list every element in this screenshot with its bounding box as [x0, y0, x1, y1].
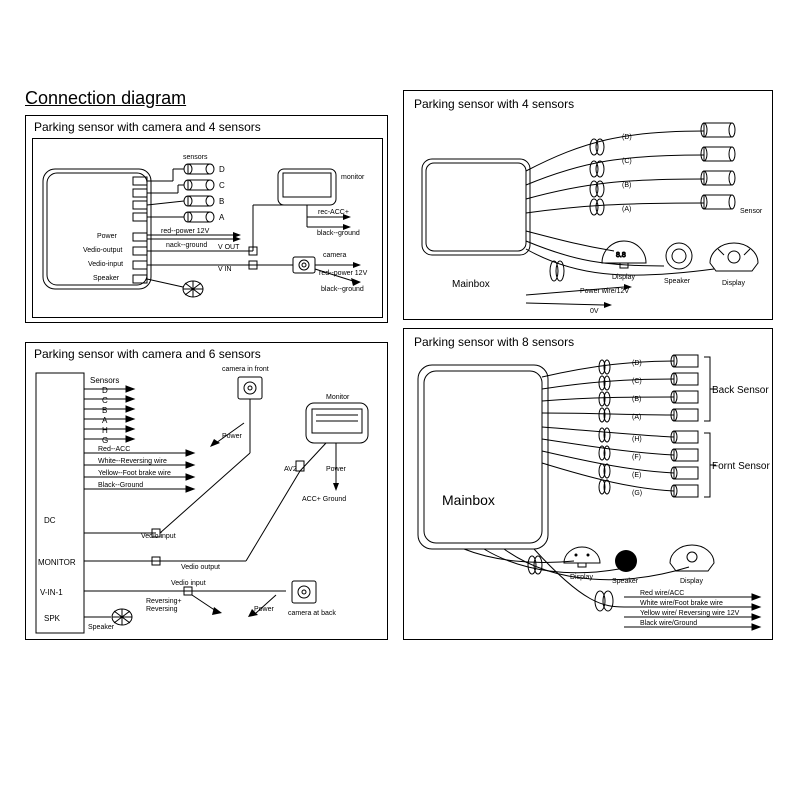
tl-port-power: Power — [97, 233, 118, 240]
tr-display2 — [710, 243, 758, 271]
svg-text:(F): (F) — [632, 454, 641, 461]
svg-text:Back Sensor: Back Sensor — [712, 385, 769, 396]
panel-bottom-left: Parking sensor with camera and 6 sensors… — [25, 342, 388, 640]
tl-sensor-b-lbl: B — [219, 197, 224, 206]
svg-text:Display: Display — [570, 574, 593, 581]
svg-text:camera at back: camera at back — [288, 610, 336, 617]
svg-text:C: C — [102, 396, 108, 405]
svg-text:Yellow--Foot brake wire: Yellow--Foot brake wire — [98, 470, 171, 477]
bl-monitor — [306, 403, 368, 443]
svg-text:camera in front: camera in front — [222, 366, 269, 373]
panel-top-left: Parking sensor with camera and 4 sensors — [25, 115, 388, 323]
svg-text:G: G — [102, 436, 108, 445]
svg-text:Red wire/ACC: Red wire/ACC — [640, 590, 684, 597]
tl-camera-label: camera — [323, 252, 346, 259]
svg-text:AV2: AV2 — [284, 466, 297, 473]
svg-text:MONITOR: MONITOR — [38, 558, 76, 567]
svg-text:Sensors: Sensors — [90, 376, 119, 385]
tl-camera — [293, 257, 315, 273]
tl-mon-w2: black--ground — [317, 230, 360, 237]
svg-text:SPK: SPK — [44, 614, 61, 623]
tl-sensor-b — [147, 196, 214, 206]
svg-text:Reversing+: Reversing+ — [146, 598, 182, 605]
svg-text:DC: DC — [44, 516, 56, 525]
tl-cam-w2: black--ground — [321, 286, 364, 293]
svg-text:Yellow wire/ Reversing wire 12: Yellow wire/ Reversing wire 12V — [640, 610, 740, 617]
panel-bottom-right: Parking sensor with 8 sensors Mainbox — [403, 328, 773, 640]
tl-port-spk: Speaker — [93, 275, 120, 282]
tl-sensor-d-lbl: D — [219, 165, 225, 174]
svg-text:(D): (D) — [622, 134, 632, 141]
main-title: Connection diagram — [25, 88, 186, 109]
svg-text:0V: 0V — [590, 308, 599, 315]
svg-text:D: D — [102, 386, 108, 395]
bl-speaker-icon — [112, 609, 132, 625]
svg-text:Black--Ground: Black--Ground — [98, 482, 143, 489]
panel-tl-body: Power Vedio-output Vedio-input Speaker s… — [32, 138, 383, 318]
panel-top-right: Parking sensor with 4 sensors Mainbox (D… — [403, 90, 773, 320]
tl-sensors-label: sensors — [183, 154, 208, 161]
svg-text:Power wire/12V: Power wire/12V — [580, 288, 629, 295]
svg-text:Vedio output: Vedio output — [181, 564, 220, 571]
svg-text:(B): (B) — [622, 182, 631, 189]
svg-text:A: A — [102, 416, 108, 425]
br-mainbox-label: Mainbox — [442, 492, 495, 508]
tr-mainbox-label: Mainbox — [452, 279, 490, 290]
svg-text:Speaker: Speaker — [612, 578, 639, 585]
svg-text:(A): (A) — [632, 414, 641, 421]
svg-text:Speaker: Speaker — [88, 624, 115, 631]
tl-monitor-label: monitor — [341, 174, 365, 181]
svg-text:Display: Display — [722, 280, 745, 287]
br-display1 — [564, 547, 600, 567]
svg-text:Fornt Sensor: Fornt Sensor — [712, 461, 770, 472]
svg-text:B: B — [102, 406, 107, 415]
tl-sensor-c — [147, 180, 214, 193]
tl-speaker-icon — [183, 281, 203, 297]
svg-text:Red--ACC: Red--ACC — [98, 446, 130, 453]
svg-text:ACC+ Ground: ACC+ Ground — [302, 496, 346, 503]
br-speaker — [615, 550, 637, 572]
svg-text:Display: Display — [680, 578, 703, 585]
tl-sensor-a — [147, 212, 214, 222]
svg-text:Black wire/Ground: Black wire/Ground — [640, 620, 697, 627]
tl-port-vout: Vedio-output — [83, 247, 122, 254]
svg-text:Reversing: Reversing — [146, 606, 178, 613]
tl-mon-w1: rec-ACC+ — [318, 209, 349, 216]
svg-text:White--Reversing wire: White--Reversing wire — [98, 458, 167, 465]
svg-text:(C): (C) — [622, 158, 632, 165]
tl-vin: V IN — [218, 266, 232, 273]
svg-text:Vedio input: Vedio input — [171, 580, 206, 587]
svg-text:Display: Display — [612, 274, 635, 281]
tl-cam-w1: red--power 12V — [319, 270, 368, 277]
svg-text:Speaker: Speaker — [664, 278, 691, 285]
tl-port-vin: Vedio-input — [88, 261, 123, 268]
tl-sensor-c-lbl: C — [219, 181, 225, 190]
bl-camera-front — [238, 377, 262, 399]
br-display2 — [670, 545, 714, 571]
panel-tl-title: Parking sensor with camera and 4 sensors — [30, 118, 265, 136]
svg-text:Sensor: Sensor — [740, 208, 763, 215]
svg-text:White wire/Foot brake wire: White wire/Foot brake wire — [640, 600, 723, 607]
svg-text:(C): (C) — [632, 378, 642, 385]
tl-vout: V OUT — [218, 244, 240, 251]
svg-text:(H): (H) — [632, 436, 642, 443]
svg-text:(E): (E) — [632, 472, 641, 479]
tr-speaker — [666, 243, 692, 269]
svg-text:H: H — [102, 426, 108, 435]
svg-text:Monitor: Monitor — [326, 394, 350, 401]
svg-text:(A): (A) — [622, 206, 631, 213]
tl-pw2: nack--ground — [166, 242, 207, 249]
bl-camera-back — [292, 581, 316, 603]
tl-pw1: red--power 12V — [161, 228, 210, 235]
svg-text:(D): (D) — [632, 360, 642, 367]
svg-text:(G): (G) — [632, 490, 642, 497]
tl-sensor-d — [147, 164, 214, 181]
svg-text:8.8: 8.8 — [616, 252, 626, 259]
tl-sensor-a-lbl: A — [219, 213, 225, 222]
svg-text:V-IN-1: V-IN-1 — [40, 588, 63, 597]
svg-text:(B): (B) — [632, 396, 641, 403]
